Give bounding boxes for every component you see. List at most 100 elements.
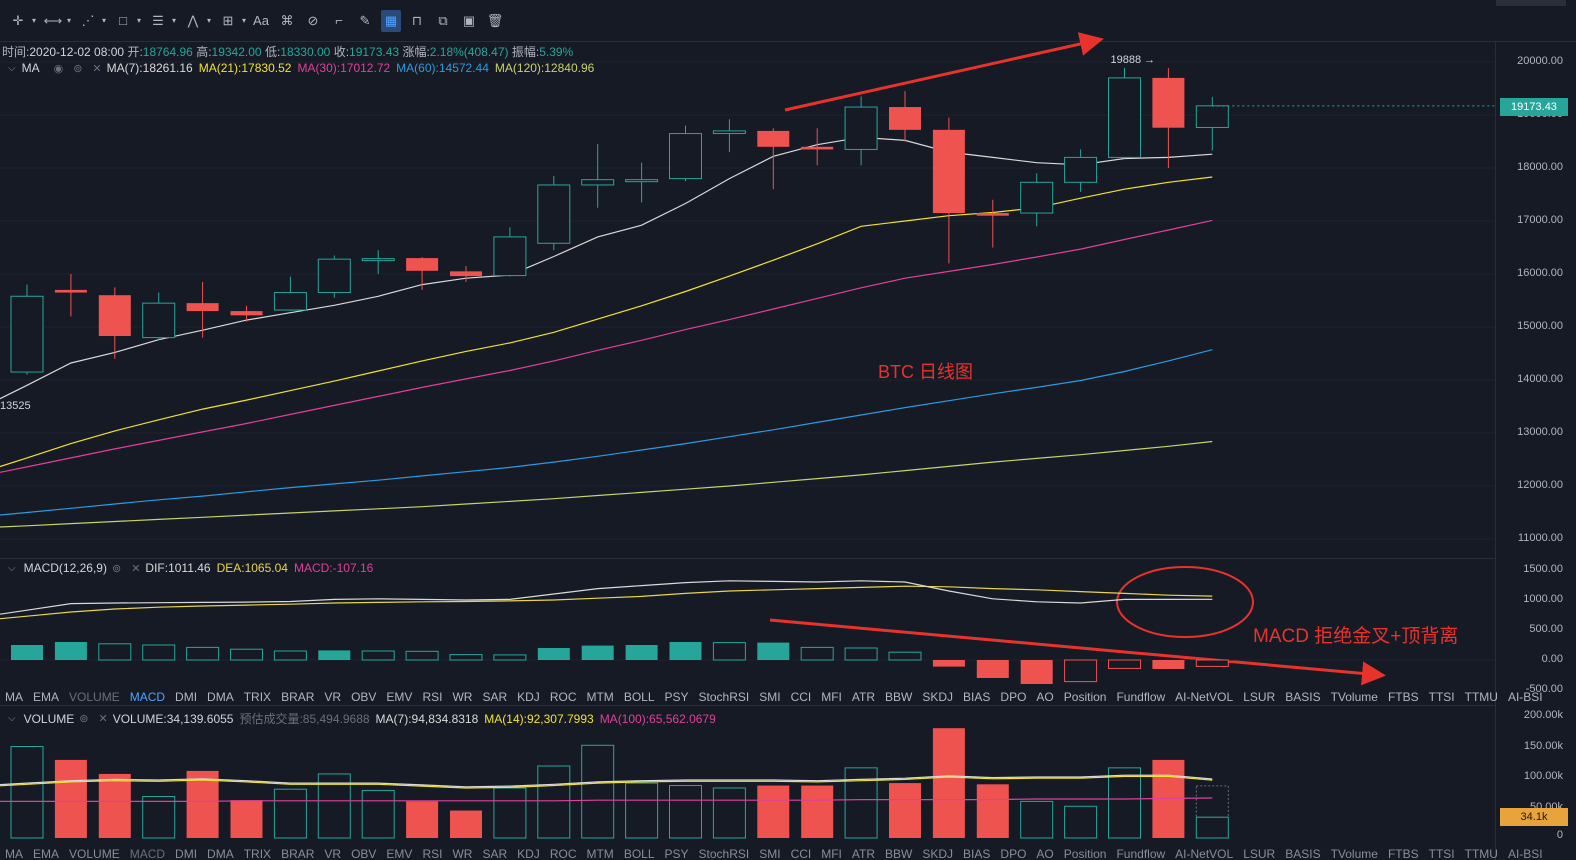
indicator-tab-ema[interactable]: EMA [33,690,60,704]
indicator-icon[interactable]: ▦ [381,10,401,32]
indicator-tab-dpo[interactable]: DPO [1000,690,1027,704]
indicator-tab-boll[interactable]: BOLL [623,847,655,860]
measure-icon[interactable]: ⊞ [222,13,234,28]
horizontal-line-icon[interactable]: ⟷ [43,13,63,28]
brush-icon[interactable]: ⌘ [280,13,294,28]
indicator-tab-lsur[interactable]: LSUR [1243,690,1276,704]
indicator-tab-ftbs[interactable]: FTBS [1387,690,1419,704]
close-icon[interactable]: ✕ [92,62,102,75]
indicator-tab-kdj[interactable]: KDJ [517,847,540,860]
indicator-tab-volume[interactable]: VOLUME [69,690,120,704]
indicator-tab-position[interactable]: Position [1063,690,1107,704]
indicator-tab-ftbs[interactable]: FTBS [1387,847,1419,860]
indicator-tab-dpo[interactable]: DPO [1000,847,1027,860]
dropdown-caret-icon[interactable]: ▾ [171,16,176,25]
indicator-tab-ttsi[interactable]: TTSI [1428,847,1455,860]
indicator-tab-ai-bsi[interactable]: AI-BSI [1507,690,1543,704]
dropdown-caret-icon[interactable]: ▾ [136,16,141,25]
indicator-tab-ai-netvol[interactable]: AI-NetVOL [1175,690,1234,704]
crosshair-icon[interactable]: ✛ [12,13,24,28]
indicator-tab-cci[interactable]: CCI [790,847,812,860]
indicator-tab-ttmu[interactable]: TTMU [1464,847,1498,860]
screenshot-icon[interactable]: ▣ [462,13,476,28]
indicator-tab-emv[interactable]: EMV [386,690,413,704]
indicator-tab-ttsi[interactable]: TTSI [1428,690,1455,704]
indicator-tab-atr[interactable]: ATR [851,690,876,704]
indicator-tab-mtm[interactable]: MTM [586,847,614,860]
pattern-icon[interactable]: ⋀ [187,13,199,28]
settings-icon[interactable]: ⊚ [79,713,89,725]
pane-divider[interactable] [0,705,1495,706]
trash-icon[interactable]: 🗑 [486,13,504,28]
dropdown-caret-icon[interactable]: ▾ [66,16,71,25]
indicator-tab-basis[interactable]: BASIS [1285,690,1321,704]
indicator-tab-obv[interactable]: OBV [351,847,377,860]
indicator-tab-smi[interactable]: SMI [759,847,781,860]
indicator-tab-vr[interactable]: VR [324,847,342,860]
indicator-tab-psy[interactable]: PSY [664,847,689,860]
indicator-tab-sar[interactable]: SAR [482,847,508,860]
indicator-tab-roc[interactable]: ROC [549,847,577,860]
rectangle-icon[interactable]: □ [119,13,127,28]
indicator-tab-trix[interactable]: TRIX [243,690,272,704]
indicator-tab-ai-netvol[interactable]: AI-NetVOL [1175,847,1234,860]
indicator-tab-fundflow[interactable]: Fundflow [1116,690,1166,704]
indicator-tab-cci[interactable]: CCI [790,690,812,704]
indicator-tab-obv[interactable]: OBV [351,690,377,704]
indicator-tab-mtm[interactable]: MTM [586,690,614,704]
indicator-tab-rsi[interactable]: RSI [422,847,443,860]
indicator-tab-ma[interactable]: MA [5,690,23,704]
indicator-tab-psy[interactable]: PSY [664,690,689,704]
indicator-tab-kdj[interactable]: KDJ [517,690,540,704]
indicator-tab-bbw[interactable]: BBW [885,847,913,860]
indicator-tab-mfi[interactable]: MFI [821,847,842,860]
indicator-tab-trix[interactable]: TRIX [243,847,272,860]
indicator-tab-atr[interactable]: ATR [851,847,876,860]
indicator-tab-position[interactable]: Position [1063,847,1107,860]
fib-icon[interactable]: ☰ [152,13,164,28]
indicator-tab-dmi[interactable]: DMI [175,690,198,704]
indicator-tab-ma[interactable]: MA [5,847,23,860]
indicator-tab-roc[interactable]: ROC [549,690,577,704]
collapse-icon[interactable]: ⌵ [8,562,16,574]
indicator-tab-brar[interactable]: BRAR [281,690,315,704]
indicator-tab-emv[interactable]: EMV [386,847,413,860]
indicator-tab-dma[interactable]: DMA [207,847,234,860]
indicator-tab-sar[interactable]: SAR [482,690,508,704]
indicator-tab-lsur[interactable]: LSUR [1243,847,1276,860]
eye-icon[interactable]: ◉ [53,62,64,75]
text-icon[interactable]: Aa [253,13,269,28]
indicator-tab-brar[interactable]: BRAR [281,847,315,860]
indicator-tab-smi[interactable]: SMI [759,690,781,704]
indicator-tab-fundflow[interactable]: Fundflow [1116,847,1166,860]
close-icon[interactable]: ✕ [131,562,141,575]
copy-icon[interactable]: ⧉ [438,13,448,28]
pane-divider[interactable] [0,558,1495,559]
indicator-tab-ao[interactable]: AO [1036,847,1054,860]
dropdown-caret-icon[interactable]: ▾ [101,16,106,25]
indicator-tab-wr[interactable]: WR [452,690,473,704]
collapse-icon[interactable]: ⌵ [8,62,16,74]
dropdown-caret-icon[interactable]: ▾ [206,16,211,25]
indicator-tab-bias[interactable]: BIAS [963,690,991,704]
indicator-tab-macd[interactable]: MACD [129,690,166,704]
collapse-icon[interactable]: ⌵ [8,713,16,724]
indicator-tab-stochrsi[interactable]: StochRSI [698,690,750,704]
indicator-tab-bbw[interactable]: BBW [885,690,913,704]
indicator-tab-tvolume[interactable]: TVolume [1330,847,1378,860]
indicator-tab-ai-bsi[interactable]: AI-BSI [1507,847,1543,860]
indicator-tab-tvolume[interactable]: TVolume [1330,690,1378,704]
close-icon[interactable]: ✕ [98,713,108,725]
lock-icon[interactable]: ⊓ [411,13,423,28]
indicator-tab-dma[interactable]: DMA [207,690,234,704]
trend-line-icon[interactable]: ⋰ [81,13,95,28]
indicator-tab-ao[interactable]: AO [1036,690,1054,704]
dropdown-caret-icon[interactable]: ▾ [241,16,246,25]
indicator-tab-vr[interactable]: VR [324,690,342,704]
settings-icon[interactable]: ⊚ [111,562,122,575]
indicator-tab-volume[interactable]: VOLUME [69,847,120,860]
indicator-tab-ema[interactable]: EMA [33,847,60,860]
dropdown-caret-icon[interactable]: ▾ [31,16,36,25]
magnet-icon[interactable]: ⊘ [307,13,319,28]
